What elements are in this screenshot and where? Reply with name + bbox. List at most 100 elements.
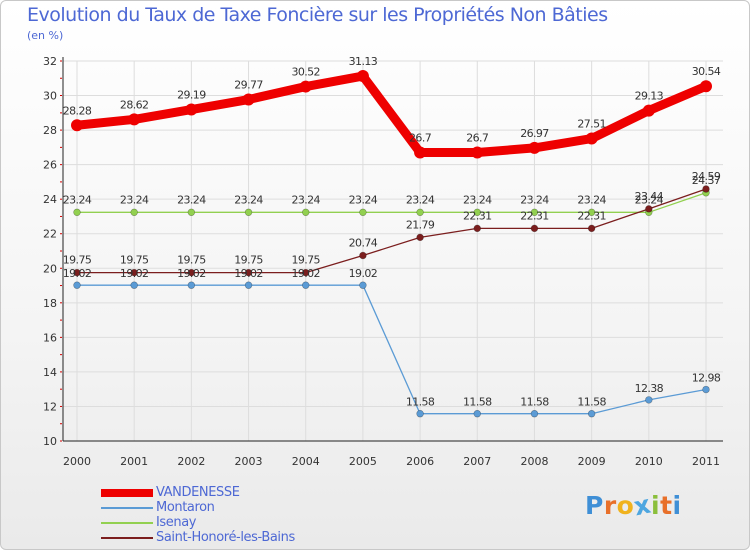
data-point: [130, 268, 138, 277]
data-point: [244, 281, 253, 289]
data-label: 19.75: [120, 254, 149, 267]
data-point: [700, 80, 712, 93]
data-point: [73, 281, 81, 289]
data-point: [242, 93, 255, 106]
x-tick-label: 2007: [463, 455, 491, 468]
data-point: [359, 208, 367, 217]
data-label: 19.75: [234, 254, 263, 267]
data-point: [356, 70, 369, 83]
series-line-1: [76, 284, 707, 415]
data-point: [187, 208, 196, 217]
data-label: 12.38: [635, 382, 664, 395]
data-point: [473, 208, 481, 217]
data-label: 11.58: [520, 396, 549, 409]
x-tick-label: 2003: [235, 455, 263, 468]
data-label: 11.58: [577, 396, 606, 409]
data-label: 19.75: [63, 254, 92, 267]
logo-letter: o: [616, 491, 635, 520]
data-label: 23.24: [291, 193, 320, 206]
data-point: [587, 410, 596, 418]
data-label: 26.7: [409, 132, 432, 145]
y-tick-label: 22: [43, 228, 57, 241]
y-tick-label: 30: [43, 90, 57, 103]
data-point: [530, 224, 539, 233]
x-tick-label: 2001: [120, 455, 148, 468]
chart-subtitle: (en %): [27, 29, 64, 42]
data-point: [473, 224, 481, 233]
data-label: 12.98: [692, 372, 721, 385]
data-point: [473, 410, 481, 418]
data-label: 23.24: [63, 193, 92, 206]
data-label: 19.02: [234, 267, 263, 280]
legend-label: Saint-Honoré-les-Bains: [156, 530, 295, 545]
data-point: [359, 251, 367, 260]
y-tick-label: 18: [43, 297, 57, 310]
chart-title: Evolution du Taux de Taxe Foncière sur l…: [27, 4, 608, 26]
data-point: [71, 119, 83, 132]
x-tick-label: 2000: [63, 455, 91, 468]
data-point: [702, 385, 710, 394]
data-point: [187, 268, 196, 277]
data-point: [128, 113, 141, 126]
data-label: 23.24: [520, 193, 549, 206]
logo-letter: i: [672, 491, 682, 520]
y-tick-label: 24: [43, 193, 57, 206]
data-point: [302, 268, 310, 277]
y-tick-label: 28: [43, 124, 57, 137]
data-point: [702, 185, 710, 193]
data-label: 19.02: [63, 267, 92, 280]
data-point: [645, 205, 653, 213]
proxiti-logo: Proxiti: [585, 490, 682, 522]
data-label: 19.02: [177, 267, 206, 280]
x-tick-label: 2006: [406, 455, 434, 468]
x-tick-label: 2011: [692, 455, 720, 468]
x-tick-label: 2002: [177, 455, 205, 468]
data-point: [530, 208, 539, 217]
logo-letter: P: [585, 491, 604, 520]
data-point: [587, 224, 596, 233]
y-tick-label: 14: [43, 366, 57, 379]
data-point: [414, 146, 427, 159]
legend-item: Saint-Honoré-les-Bains: [101, 530, 361, 545]
data-point: [530, 410, 539, 418]
data-label: 29.13: [635, 90, 664, 103]
legend-label: Isenay: [156, 515, 197, 530]
data-point: [244, 268, 253, 277]
data-point: [416, 233, 424, 242]
series-line-3: [76, 188, 707, 274]
legend-swatch: [101, 522, 153, 524]
axis-layer: 10 12 14 16 18 20 22 24 26 28 30 32 2000 2001 2002 2003…: [43, 55, 723, 468]
data-label: 23.24: [177, 193, 206, 206]
data-label: 23.24: [120, 193, 149, 206]
series-line-0: [72, 71, 711, 158]
legend-label: Montaron: [156, 500, 215, 515]
data-label: 11.58: [406, 396, 435, 409]
data-label: 20.74: [349, 236, 378, 249]
data-point: [187, 281, 196, 289]
series-layer: [71, 70, 712, 418]
data-point: [302, 208, 310, 217]
series-line-2: [76, 192, 707, 213]
data-point: [302, 281, 310, 289]
data-label: 21.79: [406, 218, 435, 231]
data-label: 19.02: [349, 267, 378, 280]
data-label: 11.58: [463, 396, 492, 409]
legend-swatch: [101, 507, 153, 509]
data-point: [471, 146, 484, 159]
data-label: 19.02: [120, 267, 149, 280]
data-label-layer: 19.02 19.02 19.02 19.02 19.02 19.02 11.58 11.58…: [63, 55, 722, 409]
x-tick-label: 2008: [520, 455, 548, 468]
data-point: [587, 208, 596, 217]
data-point: [299, 80, 312, 93]
y-tick-label: 10: [43, 435, 57, 448]
data-point: [73, 208, 81, 217]
data-point: [416, 208, 424, 217]
data-label: 19.75: [177, 254, 206, 267]
data-label: 28.28: [63, 104, 92, 117]
data-label: 26.7: [466, 132, 489, 145]
data-label: 23.24: [463, 193, 492, 206]
y-tick-label: 16: [43, 331, 57, 344]
data-label: 23.24: [635, 193, 664, 206]
legend-item: Montaron: [101, 500, 361, 515]
